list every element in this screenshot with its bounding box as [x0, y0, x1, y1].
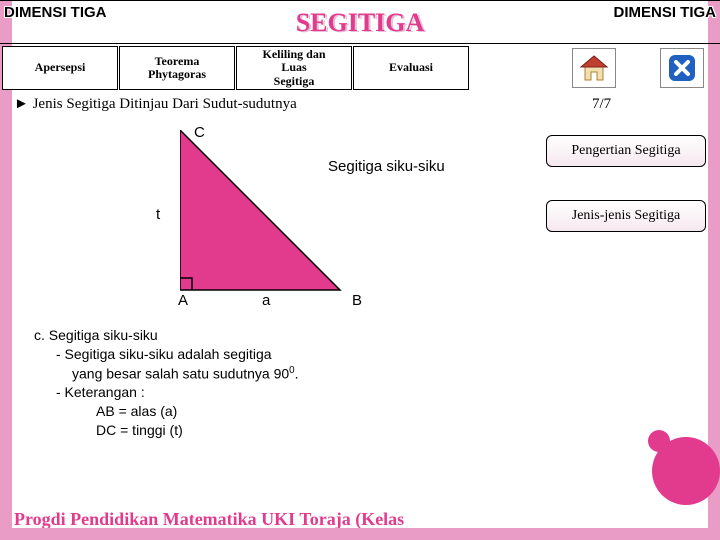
side-btn-jenis[interactable]: Jenis-jenis Segitiga — [546, 200, 706, 232]
page-title: SEGITIGA — [0, 8, 720, 38]
home-button[interactable] — [572, 48, 616, 88]
footer-text: Progdi Pendidikan Matematika UKI Toraja … — [14, 509, 404, 530]
tab-label: Apersepsi — [35, 61, 86, 74]
vertex-a: A — [178, 292, 188, 309]
deco-circle-small-icon — [648, 430, 670, 452]
tab-label: Keliling dan Luas Segitiga — [262, 48, 325, 88]
body-line: - Segitiga siku-siku adalah segitiga — [56, 345, 299, 364]
body-line: yang besar salah satu sudutnya 900. — [72, 364, 299, 384]
side-a-label: a — [262, 292, 270, 309]
bottom-border — [0, 528, 720, 540]
tab-label: Teorema Phytagoras — [148, 55, 206, 81]
body-line: c. Segitiga siku-siku — [34, 326, 299, 345]
tab-row: Apersepsi Teorema Phytagoras Keliling da… — [2, 46, 469, 90]
section-heading: ► Jenis Segitiga Ditinjau Dari Sudut-sud… — [14, 96, 297, 113]
body-line: AB = alas (a) — [96, 402, 299, 421]
triangle-diagram: C A B a t — [180, 130, 400, 310]
triangle-shape — [180, 130, 380, 310]
vertex-b: B — [352, 292, 362, 309]
close-icon — [667, 53, 697, 83]
body-line: - Keterangan : — [56, 383, 299, 402]
tab-teorema[interactable]: Teorema Phytagoras — [119, 46, 235, 90]
tab-evaluasi[interactable]: Evaluasi — [353, 46, 469, 90]
page-counter: 7/7 — [592, 96, 611, 113]
close-button[interactable] — [660, 48, 704, 88]
side-t-label: t — [156, 206, 160, 223]
triangle-caption: Segitiga siku-siku — [328, 158, 445, 175]
side-btn-pengertian[interactable]: Pengertian Segitiga — [546, 135, 706, 167]
tab-keliling[interactable]: Keliling dan Luas Segitiga — [236, 46, 352, 90]
vertex-c: C — [194, 124, 205, 141]
tab-apersepsi[interactable]: Apersepsi — [2, 46, 118, 90]
home-icon — [578, 52, 610, 84]
tab-label: Evaluasi — [389, 61, 433, 74]
side-btn-label: Pengertian Segitiga — [571, 143, 680, 159]
side-btn-label: Jenis-jenis Segitiga — [572, 208, 681, 224]
body-line: DC = tinggi (t) — [96, 421, 299, 440]
body-text: c. Segitiga siku-siku - Segitiga siku-si… — [34, 326, 299, 440]
